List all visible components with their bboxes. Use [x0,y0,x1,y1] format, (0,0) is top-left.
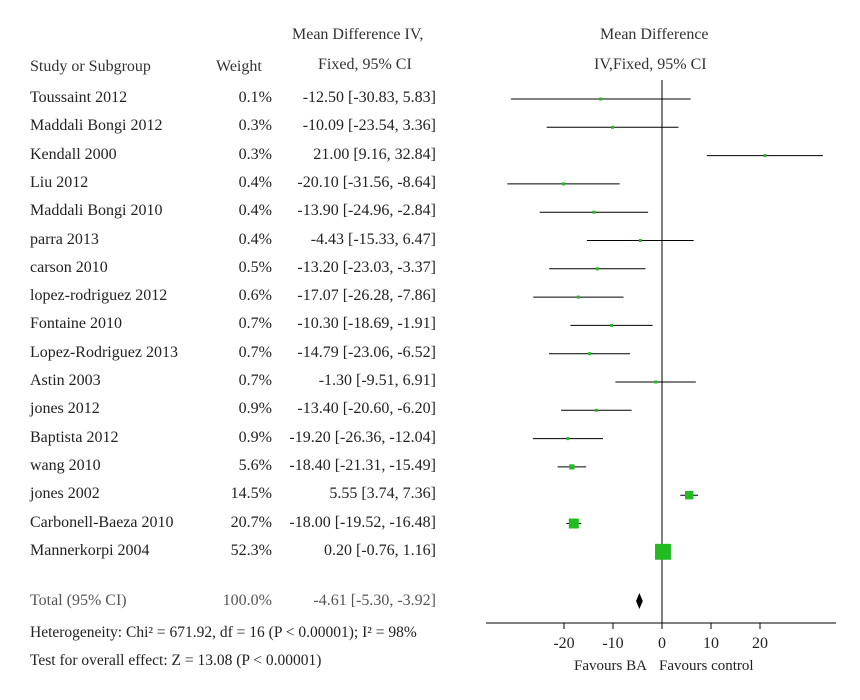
heterogeneity-text: Heterogeneity: Chi² = 671.92, df = 16 (P… [30,624,417,641]
study-ci: -10.30 [-18.69, -1.91] [297,315,436,333]
point-estimate [638,239,642,242]
study-name: Maddali Bongi 2012 [30,117,163,135]
study-ci: -13.90 [-24.96, -2.84] [297,202,436,220]
study-ci: 5.55 [3.74, 7.36] [329,485,436,503]
point-estimate [655,543,671,560]
study-ci: -20.10 [-31.56, -8.64] [297,173,436,191]
point-estimate [763,154,767,158]
study-ci: 0.20 [-0.76, 1.16] [324,541,436,559]
study-ci: -19.20 [-26.36, -12.04] [289,428,436,446]
favours-left-label: Favours BA [574,658,647,674]
study-weight: 0.5% [238,258,272,276]
plot-column-header-line1: Mean Difference [600,26,709,43]
point-estimate [594,408,598,412]
point-estimate [611,125,615,129]
study-name: jones 2012 [30,400,100,418]
point-estimate [654,380,658,384]
study-name: lopez-rodriguez 2012 [30,287,168,305]
x-tick-label: 0 [658,635,666,652]
study-name: Mannerkorpi 2004 [30,541,150,559]
study-weight: 0.3% [238,117,272,135]
point-estimate [576,295,580,299]
study-name: parra 2013 [30,230,99,248]
point-estimate [685,491,694,500]
point-estimate [588,352,592,356]
x-tick-label: -20 [553,635,574,652]
total-diamond [636,593,643,609]
study-ci: -17.07 [-26.28, -7.86] [297,287,436,305]
study-name: Carbonell-Baeza 2010 [30,513,174,531]
plot-column-header-line2: IV,Fixed, 95% CI [594,56,707,73]
md-column-header-line1: Mean Difference IV, [292,26,424,43]
total-weight: 100.0% [222,592,272,609]
study-name: Lopez-Rodriguez 2013 [30,343,178,361]
study-ci: -18.00 [-19.52, -16.48] [289,513,436,531]
x-tick-label: 20 [752,635,768,652]
point-estimate [599,97,603,101]
x-tick-label: -10 [602,635,623,652]
study-ci: 21.00 [9.16, 32.84] [313,145,436,163]
study-name: Fontaine 2010 [30,315,122,333]
study-ci: -14.79 [-23.06, -6.52] [297,343,436,361]
md-column-header-line2: Fixed, 95% CI [318,56,412,73]
study-ci: -1.30 [-9.51, 6.91] [318,372,436,389]
study-weight: 0.6% [238,287,272,305]
point-estimate [592,210,596,214]
study-ci: -13.40 [-20.60, -6.20] [297,400,436,418]
study-weight: 0.9% [238,428,272,446]
study-name: Baptista 2012 [30,428,119,446]
study-weight: 0.1% [238,89,272,106]
point-estimate [610,323,614,327]
study-name: Toussaint 2012 [30,89,128,106]
study-ci: -4.43 [-15.33, 6.47] [310,230,436,248]
overall-effect-text: Test for overall effect: Z = 13.08 (P < … [30,652,322,669]
study-name: Kendall 2000 [30,145,117,163]
point-estimate [569,464,575,470]
study-weight: 0.7% [238,343,272,361]
study-weight: 52.3% [230,541,272,559]
total-label: Total (95% CI) [30,592,127,609]
study-ci: -13.20 [-23.03, -3.37] [297,258,436,276]
favours-right-label: Favours control [659,658,754,674]
study-weight: 20.7% [230,513,272,531]
study-ci: -10.09 [-23.54, 3.36] [302,117,436,135]
study-weight: 14.5% [230,485,272,503]
study-weight: 0.4% [238,230,272,248]
weight-column-header: Weight [216,58,262,75]
x-tick-label: 10 [703,635,719,652]
study-weight: 0.7% [238,315,272,333]
study-weight: 0.9% [238,400,272,418]
study-name: Liu 2012 [30,173,89,191]
study-ci: -18.40 [-21.31, -15.49] [289,456,436,474]
study-name: jones 2002 [30,485,100,503]
study-column-header: Study or Subgroup [30,58,151,75]
study-weight: 5.6% [238,456,272,474]
study-weight: 0.3% [238,145,272,163]
study-ci: -12.50 [-30.83, 5.83] [302,89,436,106]
study-name: Maddali Bongi 2010 [30,202,163,220]
study-name: Astin 2003 [30,372,101,389]
point-estimate [566,437,570,441]
study-name: carson 2010 [30,258,108,276]
total-ci: -4.61 [-5.30, -3.92] [313,592,436,609]
point-estimate [595,267,599,271]
study-name: wang 2010 [30,456,101,474]
study-weight: 0.7% [238,372,272,389]
point-estimate [562,182,566,186]
study-weight: 0.4% [238,173,272,191]
study-weight: 0.4% [238,202,272,220]
point-estimate [568,518,579,529]
